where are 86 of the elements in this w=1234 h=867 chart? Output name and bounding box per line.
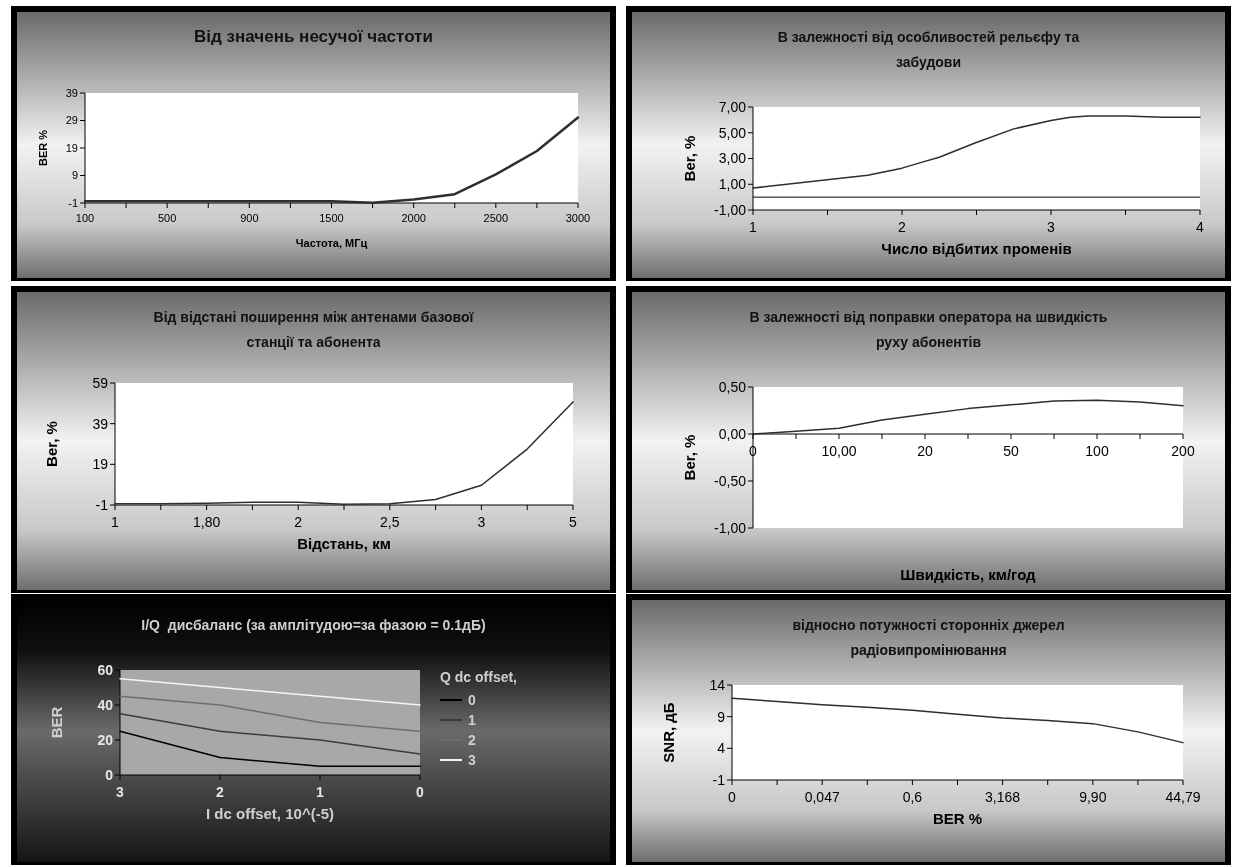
x-axis-title: I dc offset, 10^(-5): [206, 805, 334, 822]
y-tick-label: 60: [97, 661, 114, 678]
y-axis-title: SNR, дБ: [660, 702, 677, 763]
y-tick-label: 59: [92, 374, 109, 391]
line-series: [119, 695, 421, 732]
x-tick-label: 0,6: [902, 789, 923, 805]
x-tick-label: 50: [1003, 443, 1019, 459]
x-tick-label: 9,90: [1079, 789, 1107, 805]
x-tick-label: 1: [316, 784, 325, 800]
x-tick-label: 2: [294, 514, 303, 530]
chart-title: відносно потужності сторонніх джерел радіовипромінювання: [792, 617, 1065, 658]
legend-label: 2: [468, 731, 476, 748]
y-axis-title: Ber, %: [681, 135, 698, 182]
x-tick-label: 20: [917, 443, 933, 459]
y-tick-label: -1,00: [714, 201, 747, 218]
line-series: [752, 115, 1201, 189]
legend-title: Q dc offset,: [440, 669, 518, 685]
y-tick-label: 19: [92, 456, 109, 473]
y-tick-label: 4: [717, 740, 726, 757]
y-tick-label: 7,00: [718, 98, 747, 115]
x-tick-label: 1500: [319, 212, 344, 224]
y-tick-label: 29: [65, 114, 78, 127]
y-tick-label: 3,00: [718, 150, 747, 167]
chart-title: В залежності від особливостей рельєфу та забудови: [777, 29, 1080, 70]
chart-title: Від відстані поширення між антенами базової станції та абонента: [153, 309, 475, 350]
chart-title: В залежності від поправки оператора на швидкість руху абонентів: [749, 309, 1108, 350]
x-tick-label: 5: [569, 514, 578, 530]
y-tick-label: 9: [71, 169, 78, 182]
x-tick-label: 10,00: [821, 443, 857, 459]
y-tick-label: 39: [92, 415, 109, 432]
x-tick-label: 4: [1196, 219, 1205, 235]
y-tick-label: -1: [712, 771, 726, 788]
x-tick-label: 3000: [565, 212, 591, 224]
x-tick-label: 1: [111, 514, 120, 530]
x-tick-label: 44,79: [1165, 789, 1201, 805]
y-tick-label: 40: [97, 696, 114, 713]
x-tick-label: 2: [898, 219, 907, 235]
y-tick-label: -1: [68, 196, 78, 209]
x-tick-label: 3: [116, 784, 125, 800]
x-tick-label: 1,80: [192, 514, 221, 530]
x-axis-title: Число відбитих променів: [881, 240, 1072, 257]
x-axis-title: Швидкість, км/год: [900, 566, 1037, 583]
chart-title: Від значень несучої частоти: [194, 27, 433, 46]
y-tick-label: 5,00: [718, 124, 747, 141]
y-tick-label: -1: [95, 496, 109, 513]
y-axis-title: Ber, %: [681, 434, 698, 481]
x-tick-label: 2: [216, 784, 225, 800]
x-axis-title: BER %: [932, 810, 983, 827]
y-tick-label: 14: [709, 676, 726, 693]
line-series: [119, 678, 421, 706]
y-tick-label: 1,00: [718, 176, 747, 193]
y-tick-label: -0,50: [714, 472, 747, 489]
y-tick-label: 0,00: [718, 425, 747, 442]
x-tick-label: 3,168: [985, 789, 1021, 805]
x-tick-label: 2500: [483, 212, 509, 224]
x-tick-label: 100: [1085, 443, 1109, 459]
y-tick-label: 9: [717, 708, 726, 725]
x-tick-label: 200: [1171, 443, 1195, 459]
legend-label: 0: [468, 691, 476, 708]
y-tick-label: 0,50: [718, 378, 747, 395]
y-axis-title: Ber, %: [43, 421, 60, 467]
y-tick-label: 39: [65, 86, 78, 99]
line-series: [731, 697, 1184, 744]
x-tick-label: 0,047: [804, 789, 840, 805]
x-tick-label: 100: [75, 212, 95, 224]
x-tick-label: 2000: [401, 212, 426, 224]
legend-label: 1: [468, 711, 476, 728]
y-tick-label: 20: [97, 731, 114, 748]
x-axis-title: Частота, МГц: [295, 237, 368, 249]
x-tick-label: 900: [240, 212, 259, 224]
y-axis-title: BER: [48, 706, 65, 739]
x-tick-label: 0: [749, 443, 758, 459]
line-series: [119, 713, 421, 755]
x-tick-label: 3: [477, 514, 486, 530]
y-tick-label: 19: [65, 141, 78, 154]
legend-label: 3: [468, 751, 476, 768]
y-tick-label: -1,00: [714, 519, 747, 536]
x-tick-label: 3: [1047, 219, 1056, 235]
x-axis-title: Відстань, км: [297, 535, 391, 552]
chart-title: I/Q дисбаланс (за амплітудою=за фазою = 0.1дБ): [141, 617, 486, 633]
x-tick-label: 1: [749, 219, 758, 235]
y-tick-label: 0: [105, 766, 114, 783]
x-tick-label: 500: [157, 212, 177, 224]
x-tick-label: 0: [416, 784, 425, 800]
y-axis-title: BER %: [37, 129, 49, 167]
x-tick-label: 2,5: [380, 514, 400, 530]
